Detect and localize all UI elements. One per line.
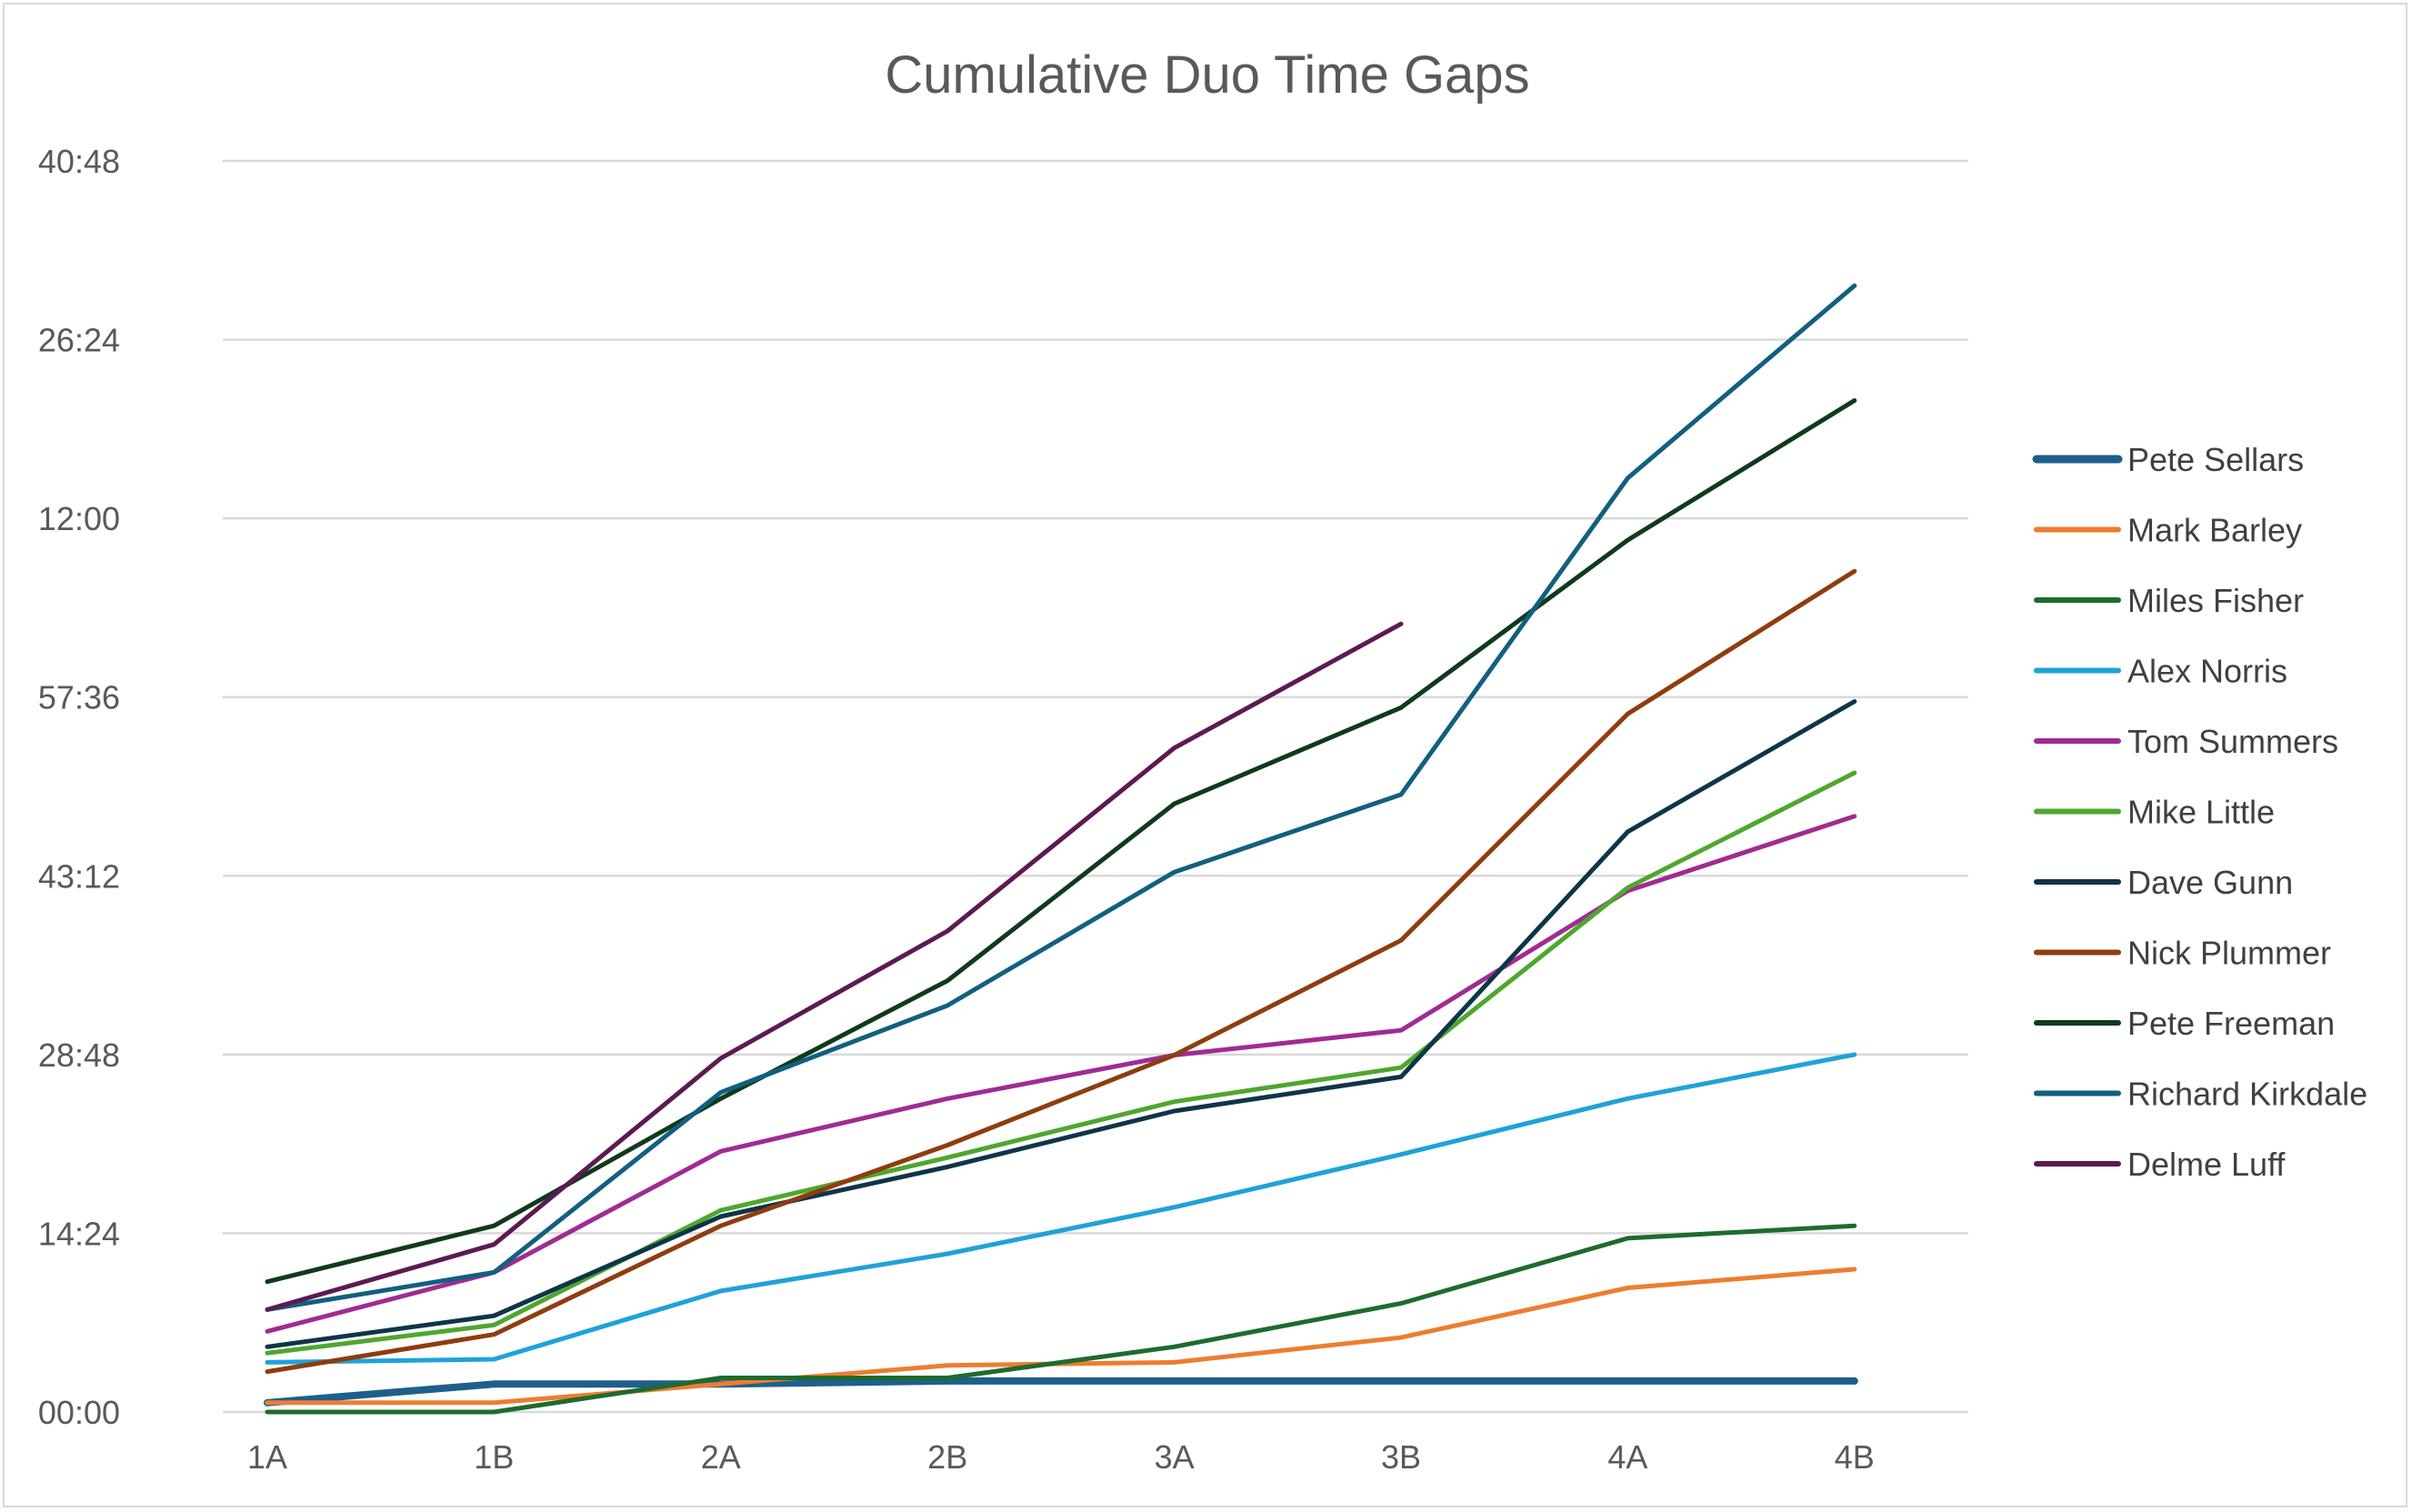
legend-item-tom-summers: Tom Summers: [2034, 723, 2338, 760]
y-tick-label: 12:00: [38, 500, 120, 537]
legend-label: Pete Sellars: [2127, 441, 2304, 478]
y-tick-label: 26:24: [38, 322, 120, 359]
legend-item-mike-little: Mike Little: [2034, 794, 2275, 831]
y-tick-label: 14:24: [38, 1215, 120, 1252]
legend-label: Alex Norris: [2127, 653, 2287, 690]
series-line-nick-plummer: [265, 568, 1857, 1375]
y-axis-tick-labels: 00:00 14:24 28:48 43:12 57:36 12:00 26:24 40:48: [38, 143, 120, 1431]
legend-item-pete-freeman: Pete Freeman: [2034, 1005, 2335, 1042]
x-tick-label: 1B: [474, 1438, 514, 1476]
series-line-richard-kirkdale: [265, 283, 1857, 1312]
series-line-mike-little: [265, 770, 1857, 1356]
legend-item-miles-fisher: Miles Fisher: [2034, 582, 2304, 619]
legend-item-dave-gunn: Dave Gunn: [2034, 864, 2293, 901]
y-tick-label: 43:12: [38, 857, 120, 895]
x-tick-label: 4B: [1835, 1438, 1875, 1476]
y-tick-label: 40:48: [38, 143, 120, 180]
gridlines: [223, 159, 1968, 1414]
legend-label: Pete Freeman: [2127, 1005, 2335, 1042]
series-line-delme-luff: [265, 621, 1404, 1312]
legend-label: Delme Luff: [2127, 1146, 2286, 1183]
y-tick-label: 00:00: [38, 1394, 120, 1431]
x-tick-label: 3B: [1381, 1438, 1421, 1476]
x-tick-label: 2A: [701, 1438, 741, 1476]
legend-label: Nick Plummer: [2127, 935, 2331, 972]
series-line-tom-summers: [265, 814, 1857, 1334]
series-line-pete-sellars: [264, 1377, 1858, 1407]
series-line-alex-norris: [265, 1052, 1857, 1365]
legend: Pete Sellars Mark Barley Miles Fisher Alex …: [2032, 441, 2367, 1183]
legend-label: Mark Barley: [2127, 512, 2302, 549]
chart-title: Cumulative Duo Time Gaps: [885, 45, 1529, 105]
legend-label: Dave Gunn: [2127, 864, 2293, 901]
legend-item-alex-norris: Alex Norris: [2034, 653, 2287, 690]
legend-label: Richard Kirkdale: [2127, 1076, 2367, 1113]
legend-item-pete-sellars: Pete Sellars: [2032, 441, 2304, 478]
legend-label: Mike Little: [2127, 794, 2275, 831]
x-tick-label: 4A: [1607, 1438, 1647, 1476]
legend-item-nick-plummer: Nick Plummer: [2034, 935, 2331, 972]
series-line-dave-gunn: [265, 699, 1857, 1349]
x-tick-label: 1A: [247, 1438, 287, 1476]
y-tick-label: 57:36: [38, 679, 120, 716]
line-chart: Cumulative Duo Time Gaps 00:00 14:24 28:48…: [38, 45, 2367, 1476]
series-line-pete-freeman: [265, 398, 1857, 1285]
legend-label: Miles Fisher: [2127, 582, 2304, 619]
y-tick-label: 28:48: [38, 1036, 120, 1074]
chart-frame: Cumulative Duo Time Gaps 00:00 14:24 28:48…: [3, 3, 2407, 1507]
legend-item-richard-kirkdale: Richard Kirkdale: [2034, 1076, 2367, 1113]
legend-label: Tom Summers: [2127, 723, 2338, 760]
series-line-miles-fisher: [265, 1223, 1857, 1415]
legend-item-delme-luff: Delme Luff: [2034, 1146, 2286, 1183]
legend-item-mark-barley: Mark Barley: [2034, 512, 2302, 549]
series-lines: [264, 283, 1858, 1415]
x-tick-label: 2B: [927, 1438, 967, 1476]
x-axis-tick-labels: 1A 1B 2A 2B 3A 3B 4A 4B: [247, 1438, 1875, 1476]
x-tick-label: 3A: [1155, 1438, 1195, 1476]
